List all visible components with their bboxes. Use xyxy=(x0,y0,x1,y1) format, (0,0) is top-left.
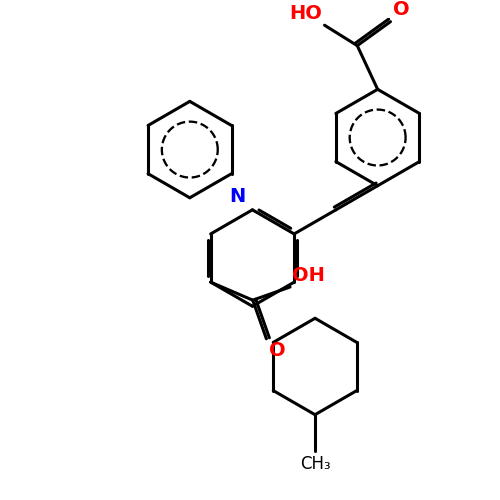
Text: O: O xyxy=(269,341,285,360)
Text: HO: HO xyxy=(290,4,322,23)
Text: OH: OH xyxy=(292,266,326,284)
Text: N: N xyxy=(229,187,245,206)
Text: CH₃: CH₃ xyxy=(300,454,330,472)
Text: O: O xyxy=(393,0,409,20)
